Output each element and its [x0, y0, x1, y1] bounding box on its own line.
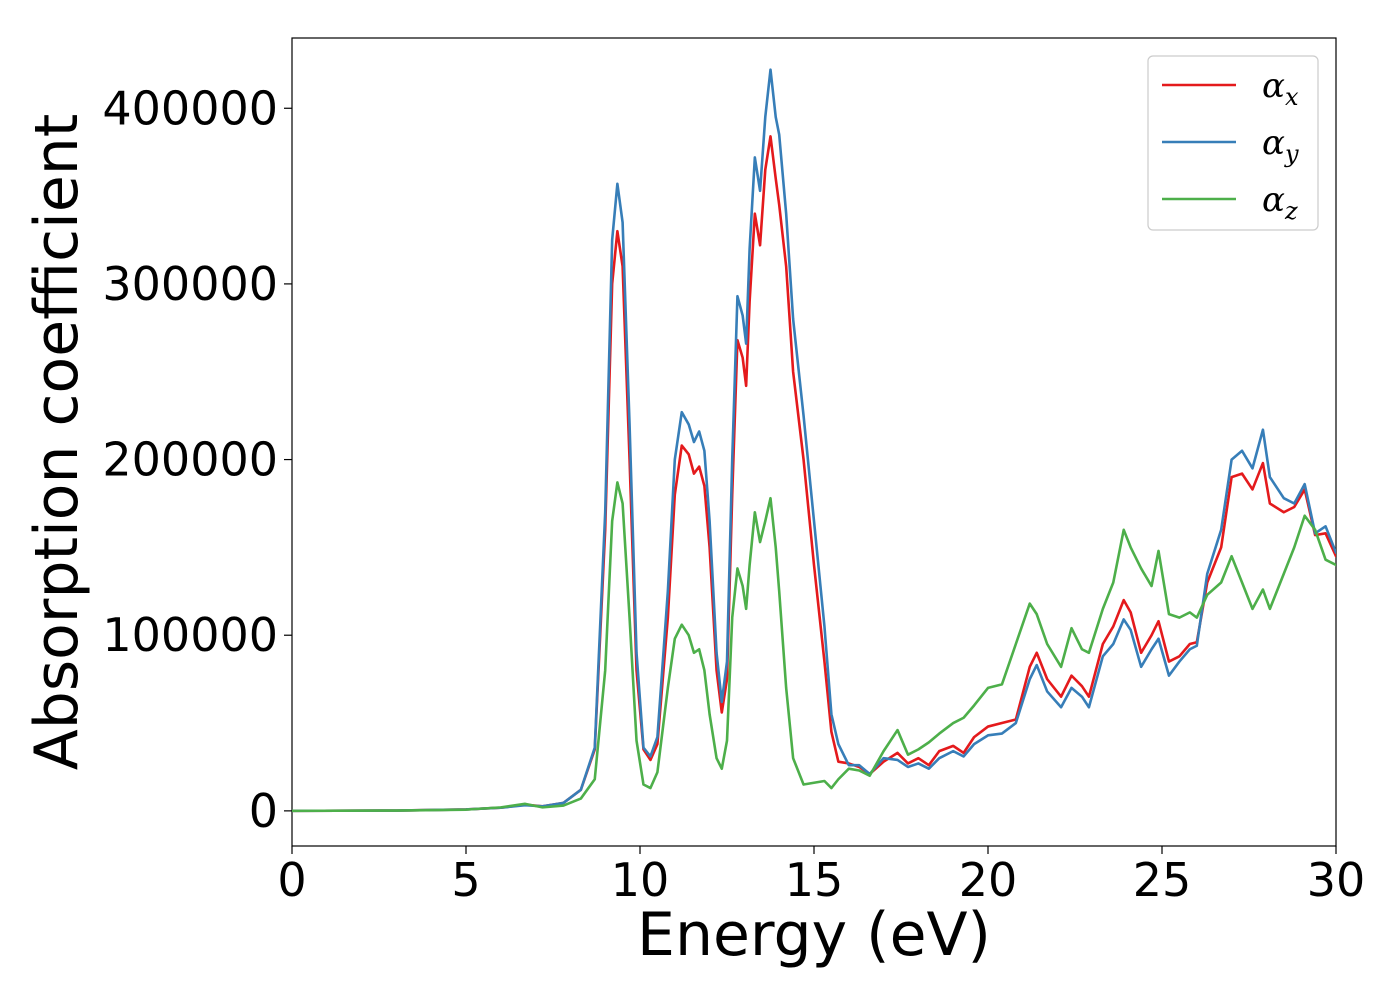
- legend-label-x: αx: [1262, 66, 1299, 111]
- x-tick-label: 15: [785, 853, 844, 907]
- x-tick-label: 10: [611, 853, 670, 907]
- x-tick-label: 30: [1307, 853, 1366, 907]
- series-layer: [292, 68, 1336, 813]
- x-tick-label: 0: [277, 853, 306, 907]
- legend: αx αy αz: [1147, 55, 1319, 231]
- y-tick-label: 300000: [102, 257, 278, 311]
- y-tick-label: 200000: [102, 433, 278, 487]
- series-line-x: [292, 135, 1336, 813]
- legend-label-y: αy: [1262, 123, 1299, 168]
- x-axis: 0 5 10 15 20 25 30: [277, 846, 1365, 907]
- x-tick-label: 5: [451, 853, 480, 907]
- x-axis-label: Energy (eV): [637, 900, 991, 970]
- y-axis-label: Absorption coefficient: [22, 114, 92, 771]
- legend-label-z: αz: [1262, 180, 1298, 225]
- series-line-y: [292, 68, 1336, 813]
- y-tick-label: 0: [249, 784, 278, 838]
- y-tick-label: 400000: [102, 81, 278, 135]
- x-tick-label: 20: [959, 853, 1018, 907]
- y-axis: 0 100000 200000 300000 400000: [102, 81, 292, 838]
- x-tick-label: 25: [1133, 853, 1192, 907]
- y-tick-label: 100000: [102, 608, 278, 662]
- series-line-z: [292, 481, 1336, 813]
